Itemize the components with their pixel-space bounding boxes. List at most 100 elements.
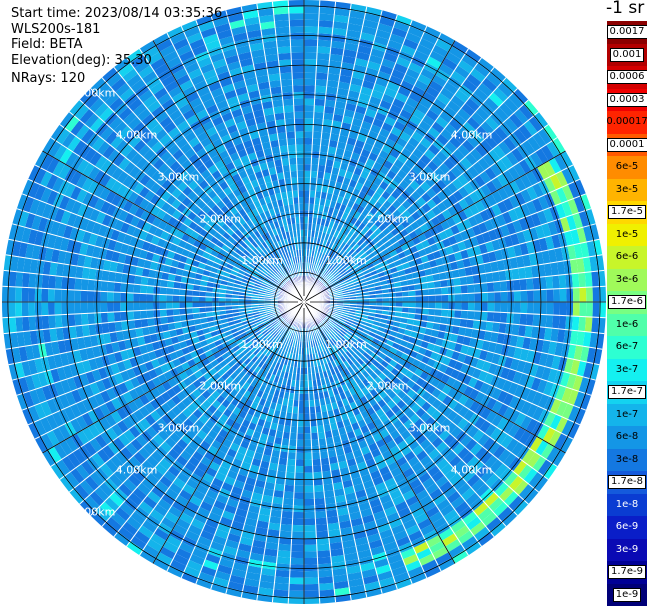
data-cell: [318, 13, 335, 22]
data-cell: [480, 407, 492, 420]
data-cell: [467, 165, 480, 179]
data-cell: [269, 374, 276, 382]
data-cell: [277, 333, 283, 341]
data-cell: [113, 351, 123, 363]
data-cell: [164, 337, 173, 347]
data-cell: [322, 239, 328, 247]
data-cell: [555, 170, 568, 188]
data-cell: [394, 92, 409, 104]
data-cell: [400, 163, 412, 175]
data-cell: [408, 530, 424, 542]
data-cell: [446, 376, 457, 388]
data-cell: [148, 325, 157, 335]
data-cell: [35, 273, 43, 289]
data-cell: [573, 345, 583, 361]
data-cell: [245, 476, 257, 486]
data-cell: [440, 279, 448, 288]
data-cell: [235, 508, 248, 518]
data-cell: [368, 539, 384, 550]
data-cell: [288, 590, 304, 598]
data-cell: [360, 445, 371, 456]
data-cell: [251, 355, 259, 364]
data-cell: [346, 96, 359, 106]
data-cell: [441, 294, 449, 302]
data-cell: [135, 327, 144, 338]
data-cell: [229, 371, 239, 381]
data-cell: [400, 317, 408, 324]
data-cell: [70, 467, 85, 484]
data-cell: [475, 125, 490, 140]
data-cell: [404, 142, 416, 154]
data-cell: [196, 163, 208, 175]
data-cell: [389, 33, 406, 45]
data-cell: [275, 569, 290, 578]
data-cell: [270, 337, 277, 345]
data-cell: [170, 336, 180, 345]
data-cell: [523, 487, 539, 505]
data-cell: [111, 397, 123, 411]
data-cell: [352, 278, 360, 284]
data-cell: [467, 215, 478, 228]
data-cell: [324, 341, 331, 349]
data-cell: [315, 265, 320, 272]
data-cell: [438, 363, 448, 374]
data-cell: [132, 103, 147, 117]
data-cell: [497, 140, 512, 156]
data-cell: [105, 190, 117, 204]
data-cell: [438, 527, 455, 541]
data-cell: [381, 122, 394, 133]
data-cell: [304, 59, 317, 66]
data-cell: [472, 429, 485, 443]
data-cell: [334, 101, 347, 110]
data-cell: [272, 321, 279, 327]
data-cell: [559, 436, 574, 453]
data-cell: [146, 136, 159, 149]
data-cell: [359, 320, 367, 326]
data-cell: [332, 567, 348, 577]
data-cell: [477, 82, 493, 98]
data-cell: [110, 362, 121, 375]
data-cell: [399, 131, 412, 143]
data-cell: [156, 356, 167, 367]
data-cell: [415, 307, 422, 315]
data-cell: [540, 443, 555, 460]
data-cell: [420, 254, 429, 264]
data-cell: [342, 243, 350, 251]
data-cell: [339, 433, 349, 442]
data-cell: [370, 504, 384, 515]
data-cell: [283, 491, 294, 499]
data-cell: [402, 489, 416, 501]
data-cell: [46, 189, 59, 206]
data-cell: [167, 377, 178, 388]
data-cell: [21, 302, 29, 317]
data-cell: [479, 450, 493, 465]
data-cell: [263, 279, 270, 285]
data-cell: [373, 454, 385, 464]
data-cell: [113, 241, 123, 253]
data-cell: [23, 391, 35, 408]
data-cell: [573, 391, 585, 408]
data-cell: [333, 230, 340, 238]
data-cell: [304, 196, 310, 204]
data-cell: [432, 74, 447, 88]
data-cell: [452, 477, 467, 491]
data-cell: [452, 178, 464, 191]
data-cell: [58, 393, 71, 409]
data-cell: [499, 312, 508, 324]
data-cell: [505, 269, 513, 281]
data-cell: [199, 500, 214, 512]
data-cell: [194, 541, 210, 554]
data-cell: [183, 565, 201, 578]
data-cell: [149, 333, 159, 343]
data-cell: [579, 193, 592, 211]
data-cell: [200, 456, 213, 467]
data-cell: [398, 541, 414, 554]
data-cell: [89, 471, 104, 487]
data-cell: [119, 87, 135, 102]
data-cell: [198, 571, 215, 583]
data-cell: [122, 521, 139, 536]
data-cell: [332, 374, 339, 382]
data-cell: [264, 481, 276, 490]
data-cell: [100, 302, 108, 313]
data-cell: [318, 344, 323, 352]
